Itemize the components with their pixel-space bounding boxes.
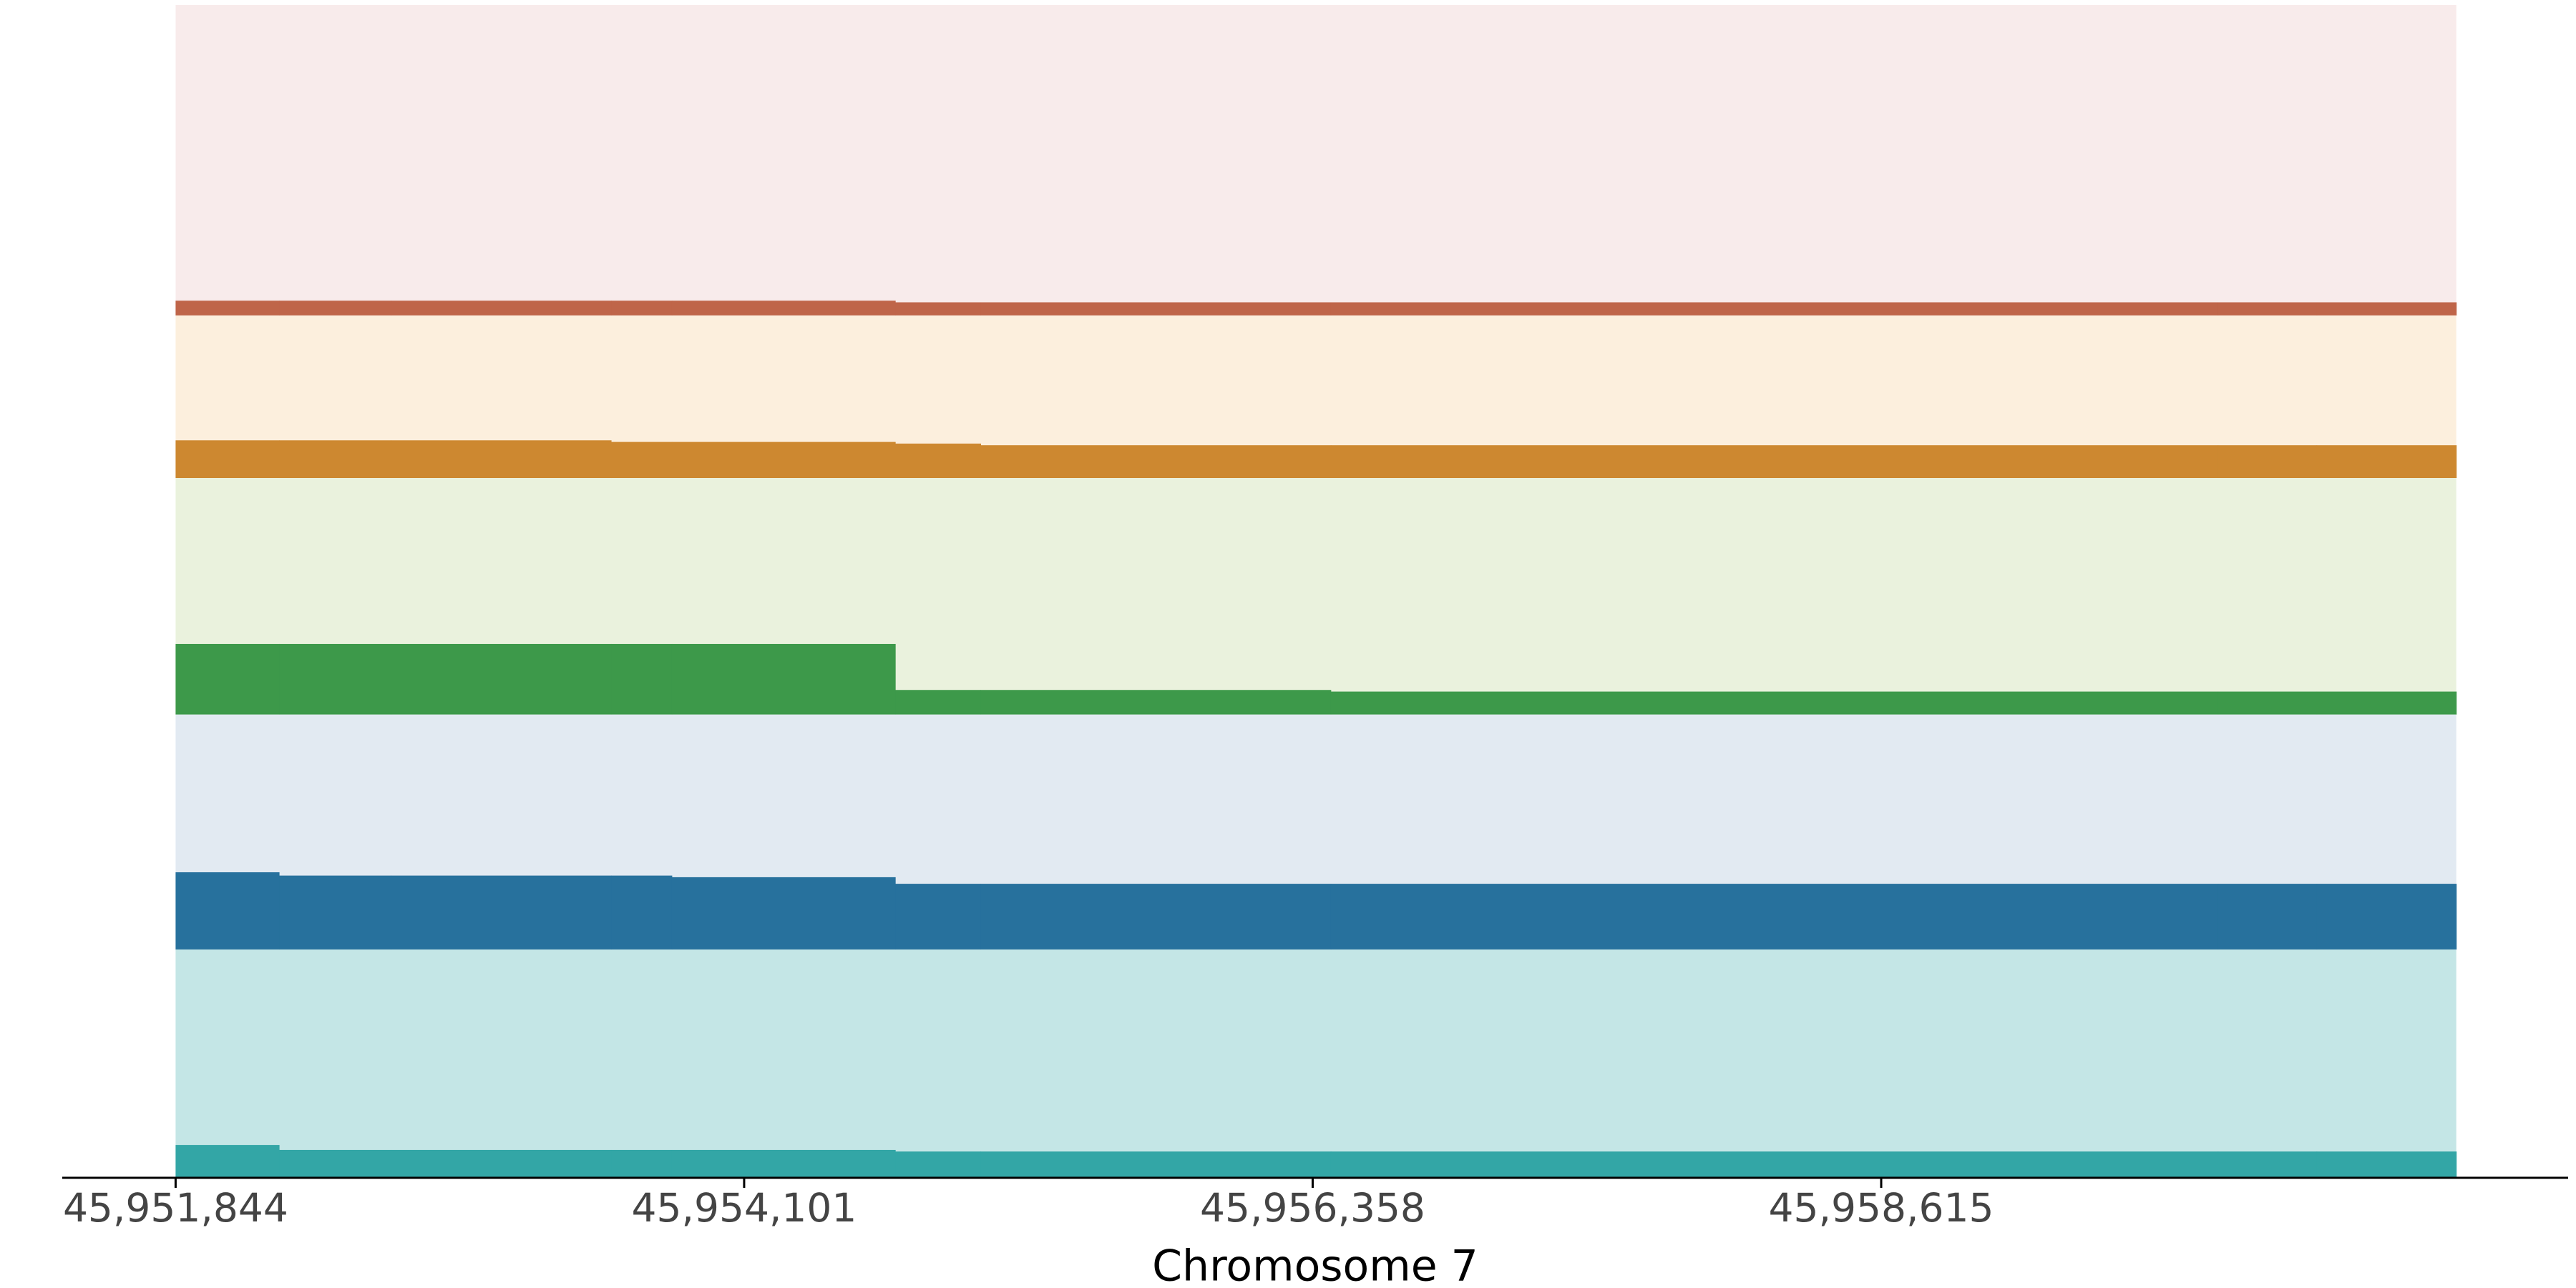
signal-bar bbox=[980, 1151, 1332, 1178]
signal-bar bbox=[980, 690, 1332, 715]
signal-bar bbox=[391, 1149, 612, 1178]
signal-bar bbox=[2316, 445, 2457, 479]
track-background bbox=[175, 5, 2457, 316]
signal-bar bbox=[980, 445, 1332, 479]
x-axis-label: Chromosome 7 bbox=[1152, 1241, 1478, 1288]
signal-bar bbox=[671, 877, 896, 950]
signal-bar bbox=[175, 643, 280, 715]
signal-bar bbox=[279, 301, 391, 316]
signal-bar bbox=[671, 643, 896, 715]
signal-bar bbox=[279, 643, 391, 715]
signal-bar bbox=[2218, 302, 2318, 316]
signal-bar bbox=[2218, 884, 2318, 950]
signal-bar bbox=[1330, 884, 2219, 950]
signal-bar bbox=[391, 301, 612, 316]
signal-bar bbox=[279, 875, 391, 950]
signal-bar bbox=[2316, 884, 2457, 950]
signal-bar bbox=[391, 643, 612, 715]
signal-bar bbox=[2218, 691, 2318, 715]
signal-bar bbox=[611, 875, 673, 950]
signal-bar bbox=[2316, 1151, 2457, 1178]
track-background bbox=[175, 949, 2457, 1178]
signal-bar bbox=[611, 643, 673, 715]
signal-bar bbox=[1330, 1151, 2219, 1178]
x-tick-label: 45,958,615 bbox=[1769, 1185, 1994, 1231]
x-tick-label: 45,954,101 bbox=[631, 1185, 857, 1231]
signal-bar bbox=[2218, 1151, 2318, 1178]
x-tick-label: 45,956,358 bbox=[1200, 1185, 1425, 1231]
signal-bar bbox=[175, 301, 280, 316]
signal-bar bbox=[391, 875, 612, 950]
signal-bar bbox=[980, 302, 1332, 316]
signal-bar bbox=[671, 441, 896, 479]
signal-bar bbox=[1330, 691, 2219, 715]
signal-bar bbox=[2316, 691, 2457, 715]
signal-bar bbox=[895, 443, 982, 479]
signal-bar bbox=[1330, 302, 2219, 316]
signal-bar bbox=[980, 884, 1332, 950]
signal-bar bbox=[895, 1151, 982, 1178]
signal-bar bbox=[175, 872, 280, 950]
signal-bar bbox=[895, 302, 982, 316]
signal-bar bbox=[895, 690, 982, 715]
signal-bar bbox=[175, 1145, 280, 1178]
signal-bar bbox=[175, 440, 280, 479]
signal-bar bbox=[611, 1149, 673, 1178]
signal-bar bbox=[279, 440, 391, 479]
signal-bar bbox=[279, 1149, 391, 1178]
signal-bar bbox=[2316, 302, 2457, 316]
signal-bar bbox=[611, 441, 673, 479]
signal-bar bbox=[2218, 445, 2318, 479]
signal-bar bbox=[391, 440, 612, 479]
x-tick-label: 45,951,844 bbox=[63, 1185, 288, 1231]
signal-bar bbox=[1330, 445, 2219, 479]
signal-bar bbox=[611, 301, 673, 316]
signal-bar bbox=[671, 1149, 896, 1178]
signal-bar bbox=[895, 884, 982, 950]
signal-bar bbox=[671, 301, 896, 316]
